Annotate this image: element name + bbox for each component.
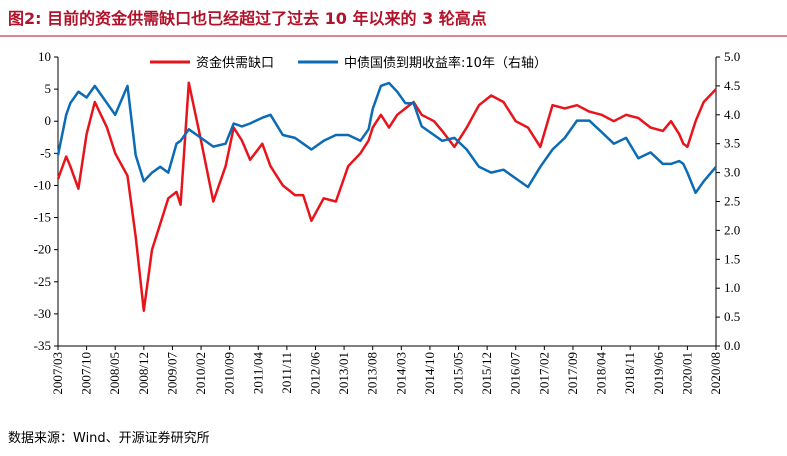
y2-tick-label: 1.5 (724, 251, 740, 266)
y-tick-label: 10 (38, 49, 51, 64)
chart-title: 图2: 目前的资金供需缺口也已经超过了过去 10 年以来的 3 轮高点 (8, 9, 487, 28)
y2-tick-label: 4.5 (724, 78, 740, 93)
x-tick-label: 2020/08 (708, 352, 723, 395)
x-tick-label: 2010/09 (222, 352, 237, 395)
x-tick-label: 2015/05 (451, 352, 466, 395)
x-tick-label: 2019/06 (651, 352, 666, 395)
source-note: 数据来源：Wind、开源证券研究所 (8, 430, 210, 446)
y2-tick-label: 2.0 (724, 222, 740, 237)
x-tick-label: 2010/02 (193, 352, 208, 395)
x-tick-label: 2007/03 (50, 352, 65, 395)
x-tick-label: 2008/12 (136, 352, 151, 395)
y2-tick-label: 3.5 (724, 136, 740, 151)
y2-tick-label: 2.5 (724, 194, 740, 209)
y2-tick-label: 0.5 (724, 309, 740, 324)
y-tick-label: 5 (45, 81, 52, 96)
y2-tick-label: 5.0 (724, 49, 740, 64)
y-tick-label: -10 (34, 177, 51, 192)
y-tick-label: 0 (45, 113, 52, 128)
x-tick-label: 2018/11 (622, 352, 637, 394)
x-tick-label: 2009/07 (164, 352, 179, 395)
y-tick-label: -25 (34, 274, 51, 289)
y-tick-label: -35 (34, 338, 51, 353)
x-tick-label: 2014/10 (422, 352, 437, 395)
y-tick-label: -5 (40, 145, 51, 160)
x-tick-label: 2008/05 (107, 352, 122, 395)
x-tick-label: 2013/08 (365, 352, 380, 395)
x-tick-label: 2017/09 (565, 352, 580, 395)
x-tick-label: 2007/10 (79, 352, 94, 395)
x-tick-label: 2016/07 (508, 352, 523, 395)
x-tick-label: 2012/06 (307, 352, 322, 395)
y2-tick-label: 4.0 (724, 107, 740, 122)
y-tick-label: -20 (34, 242, 51, 257)
y2-tick-label: 1.0 (724, 280, 740, 295)
x-tick-label: 2011/04 (250, 352, 265, 395)
series-line (56, 81, 717, 195)
x-tick-label: 2017/02 (536, 352, 551, 395)
x-tick-label: 2013/01 (336, 352, 351, 395)
y2-tick-label: 3.0 (724, 165, 740, 180)
x-tick-label: 2018/04 (594, 352, 609, 395)
legend-label: 中债国债到期收益率:10年（右轴） (344, 55, 547, 71)
y-tick-label: -15 (34, 210, 51, 225)
y-tick-label: -30 (34, 306, 51, 321)
x-tick-label: 2020/01 (679, 352, 694, 395)
y2-tick-label: 0.0 (724, 338, 740, 353)
x-tick-label: 2014/03 (393, 352, 408, 395)
x-tick-label: 2011/11 (279, 352, 294, 394)
legend-label: 资金供需缺口 (196, 55, 274, 71)
x-tick-label: 2015/12 (479, 352, 494, 395)
series-line (56, 81, 717, 312)
